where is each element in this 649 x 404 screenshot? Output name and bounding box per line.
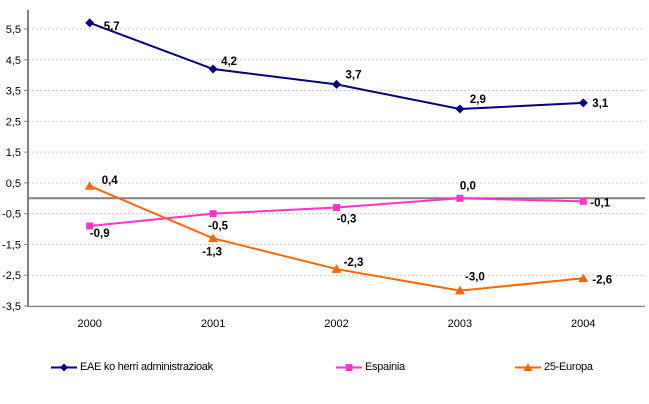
y-tick-label: -2,5 bbox=[2, 270, 21, 282]
y-tick-label: 1,5 bbox=[6, 147, 21, 159]
data-label: 0,0 bbox=[460, 180, 476, 192]
legend-label-espainia: Espainia bbox=[365, 361, 405, 373]
series-1-square-marker bbox=[209, 210, 217, 218]
y-tick-label: -1,5 bbox=[2, 239, 21, 251]
x-tick-label: 2001 bbox=[201, 318, 225, 330]
y-tick-label: 2,5 bbox=[6, 116, 21, 128]
series-1-square-marker bbox=[333, 204, 340, 212]
y-tick-label: 5,5 bbox=[6, 24, 21, 36]
series-0-diamond-marker bbox=[85, 18, 95, 28]
data-label: 4,2 bbox=[221, 56, 237, 68]
x-tick-label: 2004 bbox=[571, 318, 595, 330]
series-line-0 bbox=[89, 21, 584, 111]
series-1-square-marker bbox=[579, 197, 587, 205]
legend-item-25-europa: 25-Europa bbox=[515, 361, 593, 373]
y-tick-label: 3,5 bbox=[6, 86, 21, 98]
data-label: -1,3 bbox=[202, 246, 222, 258]
data-label: -0,5 bbox=[208, 221, 228, 233]
data-label: 0,4 bbox=[102, 175, 119, 187]
series-2-triangle-marker bbox=[331, 264, 342, 273]
square-legend-glyph bbox=[336, 363, 362, 371]
legend-label-eae: EAE ko herri administrazioak bbox=[80, 361, 213, 373]
series-0-diamond-marker bbox=[455, 104, 465, 114]
series-1-square-marker bbox=[456, 194, 464, 202]
series-2-triangle-marker bbox=[578, 273, 589, 283]
series-0-diamond-marker bbox=[208, 64, 218, 74]
series-0-diamond-marker bbox=[332, 79, 341, 89]
data-label: 2,9 bbox=[470, 94, 486, 106]
diamond-legend-glyph bbox=[51, 363, 77, 371]
y-tick-label: 4,5 bbox=[6, 55, 21, 67]
legend-item-espainia: Espainia bbox=[336, 361, 405, 373]
series-2-triangle-marker bbox=[454, 285, 465, 295]
chart-legend: EAE ko herri administrazioak Espainia 25… bbox=[0, 358, 649, 382]
x-tick-label: 2003 bbox=[448, 318, 472, 330]
data-label: -2,6 bbox=[592, 274, 612, 286]
data-label: -2,3 bbox=[344, 257, 364, 269]
orange-triangle-series-icon bbox=[515, 362, 541, 373]
y-tick-label: 0,5 bbox=[6, 178, 21, 190]
series-1-square-marker bbox=[86, 222, 94, 230]
legend-item-eae-ko-herri-administrazioak: EAE ko herri administrazioak bbox=[51, 361, 213, 373]
x-tick-label: 2002 bbox=[324, 318, 348, 330]
y-tick-label: -0,5 bbox=[2, 209, 21, 221]
y-tick-label: -3,5 bbox=[2, 301, 21, 313]
data-label: 5,7 bbox=[104, 21, 120, 33]
x-tick-label: 2000 bbox=[77, 318, 101, 330]
plot-area: 5,5 4,5 3,5 2,5 1,5 0,5 -0,5 -1,5 -2,5 -3,5 2000 20… bbox=[2, 10, 645, 330]
magenta-square-series-icon bbox=[336, 362, 362, 373]
data-label: -0,9 bbox=[90, 228, 110, 240]
data-label: -3,0 bbox=[465, 272, 485, 284]
series-2-triangle-marker bbox=[208, 233, 219, 243]
navy-diamond-series-icon bbox=[51, 362, 77, 373]
legend-label-25-europa: 25-Europa bbox=[544, 361, 593, 373]
data-label: -0,1 bbox=[590, 197, 610, 209]
series-2-triangle-marker bbox=[84, 181, 95, 190]
triangle-legend-glyph bbox=[515, 362, 541, 371]
data-label: 3,1 bbox=[592, 98, 609, 110]
data-label: -0,3 bbox=[337, 214, 357, 226]
data-label: 3,7 bbox=[346, 69, 362, 81]
series-0-diamond-marker bbox=[578, 98, 588, 108]
